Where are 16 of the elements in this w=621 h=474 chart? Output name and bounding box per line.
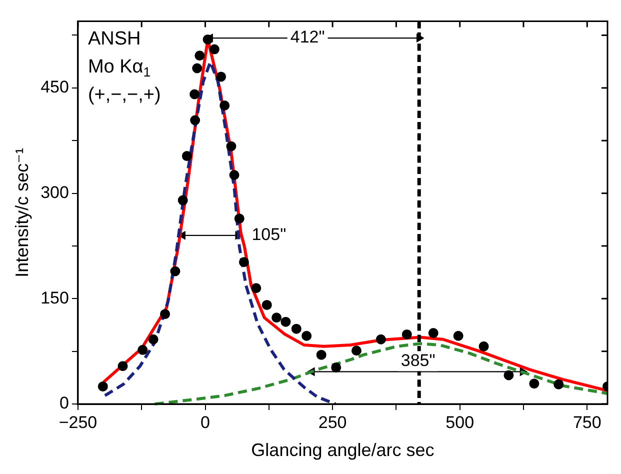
annotation: 412" (290, 28, 325, 47)
y-tick-label: 150 (40, 288, 69, 308)
x-tick-label: 500 (446, 412, 474, 432)
x-tick-label: −250 (58, 412, 98, 432)
y-tick-label: 300 (40, 182, 69, 202)
y-tick-label: 450 (40, 78, 69, 97)
y-axis-title: Intensity/c sec⁻¹ (12, 148, 32, 278)
annotation: ANSH (88, 28, 141, 50)
x-axis-title: Glancing angle/arc sec (251, 440, 434, 460)
x-tick-label: 250 (318, 412, 347, 432)
annotation: 385" (400, 350, 436, 370)
x-tick-label: 750 (572, 412, 602, 432)
annotation: 105" (252, 225, 286, 244)
x-tick-label: 0 (200, 412, 210, 432)
annotation: (+,−,−,+) (88, 84, 161, 106)
y-tick-label: 0 (59, 394, 69, 413)
